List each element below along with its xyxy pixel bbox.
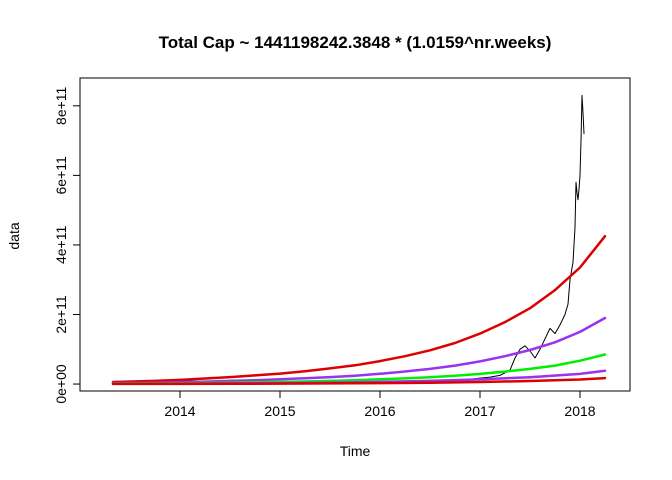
x-tick-label-5: 2018 xyxy=(564,403,595,419)
series-line-2 xyxy=(111,234,607,384)
x-tick-label-4: 2017 xyxy=(464,403,495,419)
x-tick-label-3: 2016 xyxy=(364,403,395,419)
y-tick-label-2: 2e+11 xyxy=(53,295,69,333)
x-tick-label-1: 2014 xyxy=(164,403,195,419)
y-axis-label: data xyxy=(6,222,22,249)
y-tick-label-1: 0e+00 xyxy=(53,364,69,404)
chart-title: Total Cap ~ 1441198242.3848 * (1.0159^nr… xyxy=(159,33,552,52)
y-tick-label-5: 8e+11 xyxy=(53,86,69,124)
series-layer xyxy=(111,94,607,386)
x-axis-label: Time xyxy=(340,443,371,459)
x-tick-label-2: 2015 xyxy=(264,403,295,419)
series-line-6 xyxy=(111,376,607,386)
y-tick-label-3: 4e+11 xyxy=(53,226,69,264)
axes-layer: 2014 2015 2016 2017 2018 0e+00 2e+11 4e+11 6e+11… xyxy=(53,86,596,419)
series-line-1 xyxy=(112,94,585,385)
series-line-3 xyxy=(111,316,607,385)
y-tick-label-4: 6e+11 xyxy=(53,156,69,194)
